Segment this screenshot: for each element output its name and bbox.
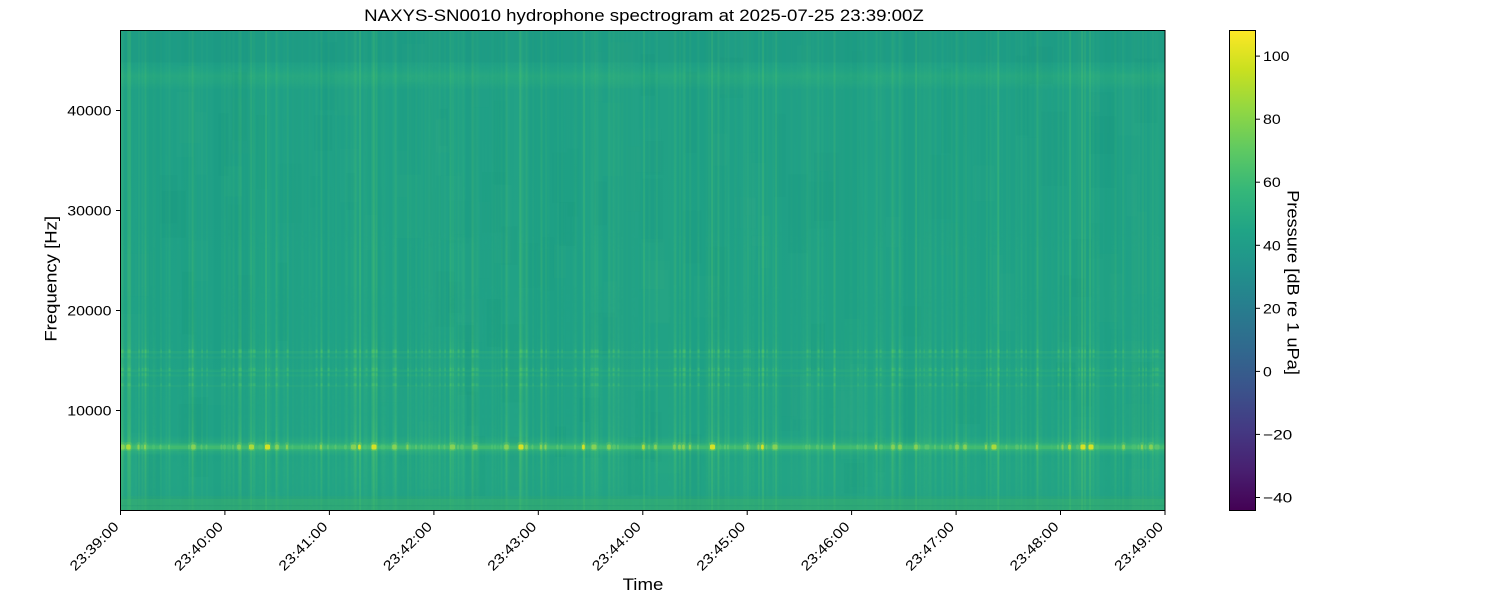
svg-text:20: 20 bbox=[1263, 300, 1281, 316]
svg-text:−40: −40 bbox=[1263, 490, 1293, 506]
svg-text:−20: −20 bbox=[1263, 426, 1293, 442]
svg-text:Pressure [dB re 1 uPa]: Pressure [dB re 1 uPa] bbox=[1284, 190, 1303, 375]
svg-text:80: 80 bbox=[1263, 111, 1281, 127]
svg-text:Time: Time bbox=[623, 575, 664, 594]
svg-text:10000: 10000 bbox=[67, 403, 112, 419]
svg-text:40: 40 bbox=[1263, 237, 1281, 253]
svg-text:0: 0 bbox=[1263, 363, 1272, 379]
svg-text:NAXYS-SN0010 hydrophone spectr: NAXYS-SN0010 hydrophone spectrogram at 2… bbox=[364, 6, 924, 25]
svg-text:100: 100 bbox=[1263, 48, 1290, 64]
svg-text:Frequency [Hz]: Frequency [Hz] bbox=[42, 216, 61, 342]
svg-text:20000: 20000 bbox=[67, 303, 112, 319]
svg-text:60: 60 bbox=[1263, 174, 1281, 190]
svg-text:40000: 40000 bbox=[67, 103, 112, 119]
svg-text:30000: 30000 bbox=[67, 203, 112, 219]
